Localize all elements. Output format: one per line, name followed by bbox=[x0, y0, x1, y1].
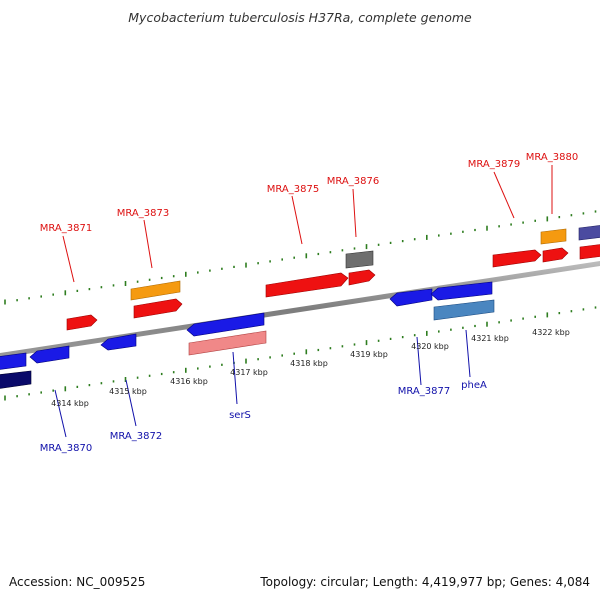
label-mra-3876[interactable]: MRA_3876 bbox=[327, 176, 379, 187]
kbp-label-4320: 4320 kbp bbox=[411, 342, 449, 351]
gene-right-red bbox=[579, 244, 600, 260]
label-phea[interactable]: pheA bbox=[461, 380, 487, 391]
gene-mra-3876 bbox=[345, 250, 374, 269]
leader-mra-3876 bbox=[352, 188, 357, 238]
label-mra-3880[interactable]: MRA_3880 bbox=[526, 152, 578, 163]
gene-left-navy bbox=[0, 370, 32, 389]
reverse-labels: MRA_3870 MRA_3872 serS MRA_3877 pheA bbox=[40, 380, 487, 454]
label-mra-3872[interactable]: MRA_3872 bbox=[110, 431, 162, 442]
map-title: Mycobacterium tuberculosis H37Ra, comple… bbox=[128, 10, 472, 25]
leader-phea bbox=[465, 329, 471, 378]
forward-labels: MRA_3871 MRA_3873 MRA_3875 MRA_3876 MRA_… bbox=[40, 152, 578, 234]
kbp-label-4319: 4319 kbp bbox=[350, 350, 388, 359]
gene-left-blue-1 bbox=[0, 352, 27, 370]
gene-mra-3875 bbox=[265, 272, 349, 298]
gene-mra-3872-upper bbox=[133, 298, 183, 319]
gene-mra-3876-red bbox=[348, 269, 376, 286]
gene-mra-3872 bbox=[100, 333, 137, 351]
leader-mra-3879 bbox=[493, 171, 515, 219]
kbp-label-4318: 4318 kbp bbox=[290, 359, 328, 368]
kbp-label-4317: 4317 kbp bbox=[230, 368, 268, 377]
leader-lines bbox=[54, 165, 553, 438]
label-mra-3879[interactable]: MRA_3879 bbox=[468, 159, 520, 170]
gene-mra-3880-red bbox=[542, 247, 569, 263]
forward-features bbox=[66, 225, 600, 331]
label-mra-3877[interactable]: MRA_3877 bbox=[398, 386, 450, 397]
leader-mra-3872 bbox=[125, 379, 137, 427]
kbp-labels: 4314 kbp 4315 kbp 4316 kbp 4317 kbp 4318… bbox=[51, 328, 570, 408]
leader-mra-3873 bbox=[143, 219, 153, 269]
kbp-label-4315: 4315 kbp bbox=[109, 387, 147, 396]
genome-summary-text: Topology: circular; Length: 4,419,977 bp… bbox=[259, 575, 590, 589]
gene-right-purple bbox=[578, 225, 600, 241]
reverse-features bbox=[0, 281, 495, 389]
kbp-label-4322: 4322 kbp bbox=[532, 328, 570, 337]
kbp-label-4321: 4321 kbp bbox=[471, 334, 509, 343]
gene-sers bbox=[186, 312, 265, 337]
leader-mra-3877 bbox=[416, 336, 422, 386]
gene-phea-product bbox=[433, 299, 495, 321]
gene-mra-3870 bbox=[29, 345, 70, 364]
label-mra-3875[interactable]: MRA_3875 bbox=[267, 184, 319, 195]
leader-mra-3875 bbox=[291, 195, 303, 245]
genome-backbone bbox=[0, 261, 600, 358]
gene-mra-3873 bbox=[130, 280, 181, 301]
accession-text: Accession: NC_009525 bbox=[9, 575, 145, 589]
outer-tick-track bbox=[4, 210, 597, 305]
gene-mra-3879 bbox=[492, 249, 542, 268]
label-mra-3870[interactable]: MRA_3870 bbox=[40, 443, 92, 454]
label-mra-3871[interactable]: MRA_3871 bbox=[40, 223, 92, 234]
gene-mra-3871 bbox=[66, 314, 98, 331]
leader-sers bbox=[232, 351, 238, 405]
gene-mra-3880 bbox=[540, 228, 567, 245]
gene-sers-product bbox=[188, 330, 267, 356]
inner-tick-track bbox=[4, 306, 597, 401]
leader-mra-3871 bbox=[62, 235, 75, 283]
kbp-label-4314: 4314 kbp bbox=[51, 399, 89, 408]
label-mra-3873[interactable]: MRA_3873 bbox=[117, 208, 169, 219]
gene-mra-3877 bbox=[389, 288, 433, 307]
leader-mra-3870 bbox=[54, 389, 67, 438]
label-sers[interactable]: serS bbox=[229, 410, 251, 421]
gene-phea bbox=[430, 281, 493, 301]
kbp-label-4316: 4316 kbp bbox=[170, 377, 208, 386]
